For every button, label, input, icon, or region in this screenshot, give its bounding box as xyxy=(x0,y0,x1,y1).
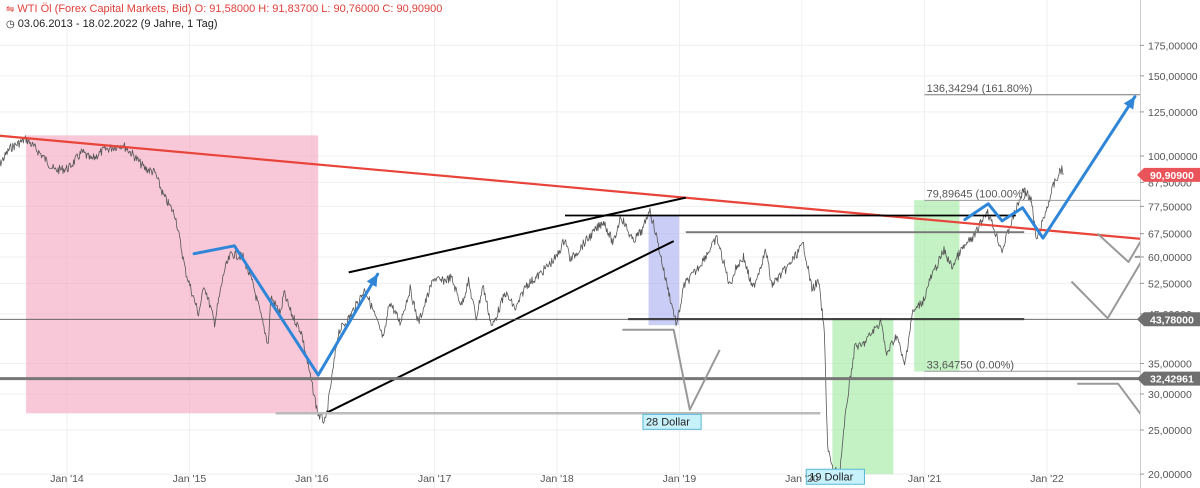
blue-arrow-head[interactable] xyxy=(366,274,378,288)
time-axis[interactable]: Jan '14 Jan '15 Jan '16 Jan '17 Jan '18 Jan '… xyxy=(50,473,1064,485)
highlight-zone xyxy=(914,200,960,372)
arrows-layer[interactable] xyxy=(192,95,1137,377)
price-note-text: 28 Dollar xyxy=(646,416,690,428)
y-tick-label: 150,00000 xyxy=(1148,71,1198,83)
range-header: ◷ 03.06.2013 - 18.02.2022 (9 Jahre, 1 Tag… xyxy=(6,18,218,30)
x-tick-label: Jan '22 xyxy=(1030,473,1064,485)
y-tick-label: 125,00000 xyxy=(1148,107,1198,119)
zones-layer xyxy=(26,135,960,475)
highlight-zone xyxy=(26,135,319,414)
blue-arrow-head[interactable] xyxy=(1123,96,1135,110)
x-tick-label: Jan '17 xyxy=(418,473,452,485)
range-line: 03.06.2013 - 18.02.2022 (9 Jahre, 1 Tag) xyxy=(17,18,218,30)
y-tick-label: 52,50000 xyxy=(1148,278,1192,290)
axis-background xyxy=(1140,0,1200,488)
y-tick-label: 25,00000 xyxy=(1148,425,1192,437)
price-tag-label: 32,42961 xyxy=(1150,374,1194,386)
price-line xyxy=(0,135,1064,476)
price-tag-bg xyxy=(1137,167,1200,182)
blue-arrow-path[interactable] xyxy=(192,244,380,377)
y-tick-label: 20,00000 xyxy=(1148,469,1192,481)
price-tag[interactable]: 43,78000 xyxy=(1137,312,1200,327)
y-tick-label: 35,00000 xyxy=(1148,358,1192,370)
price-tag[interactable]: 32,42961 xyxy=(1137,371,1200,386)
price-tag-bg xyxy=(1137,371,1200,386)
fib-level-label: 33,64750 (0.00%) xyxy=(927,359,1014,371)
price-tag-bg xyxy=(1137,312,1200,327)
price-note: 28 Dollar xyxy=(642,413,702,430)
y-tick-label: 30,00000 xyxy=(1148,389,1192,401)
highlight-zone xyxy=(832,318,894,475)
y-tick-label: 100,00000 xyxy=(1148,151,1198,163)
price-axis[interactable]: 175,00000150,00000125,00000100,0000087,5… xyxy=(1137,0,1200,488)
y-tick-label: 77,50000 xyxy=(1148,201,1192,213)
x-tick-label: Jan '14 xyxy=(50,473,84,485)
y-tick-label: 175,00000 xyxy=(1148,40,1198,52)
x-tick-label: Jan '16 xyxy=(295,473,329,485)
x-tick-label: Jan '18 xyxy=(540,473,574,485)
fib-level-label: 79,89645 (100.00%) xyxy=(927,188,1027,200)
x-tick-label: Jan '21 xyxy=(908,473,942,485)
clock-icon: ◷ xyxy=(6,19,15,30)
y-tick-label: 60,00000 xyxy=(1148,252,1192,264)
price-tag-label: 43,78000 xyxy=(1150,314,1194,326)
x-tick-label: Jan '19 xyxy=(663,473,697,485)
annotations-layer: 136,34294 (161.80%) 79,89645 (100.00%) 33,… xyxy=(642,83,1033,485)
symbol-line: WTI Öl (Forex Capital Markets, Bid) O: 9… xyxy=(17,3,443,15)
trend-line[interactable] xyxy=(325,240,675,415)
price-tag-label: 90,90900 xyxy=(1150,170,1194,182)
price-note-box xyxy=(805,468,865,485)
fib-level-label: 136,34294 (161.80%) xyxy=(927,83,1033,95)
currency-icon: ⇋ xyxy=(6,4,15,15)
trend-line[interactable] xyxy=(622,328,721,411)
price-tag[interactable]: 90,90900 xyxy=(1137,167,1200,182)
blue-arrow-path[interactable] xyxy=(963,95,1137,240)
price-note: 19 Dollar xyxy=(805,468,865,485)
x-tick-label: Jan '15 xyxy=(173,473,207,485)
series-layer xyxy=(0,135,1064,476)
x-tick-label: Jan '20 xyxy=(785,473,819,485)
price-note-box xyxy=(642,413,702,430)
symbol-header: ⇋ WTI Öl (Forex Capital Markets, Bid) O: … xyxy=(6,3,442,15)
y-tick-label: 67,50000 xyxy=(1148,229,1192,241)
price-note-text: 19 Dollar xyxy=(809,471,853,483)
trend-line[interactable] xyxy=(348,196,687,274)
trend-line[interactable] xyxy=(0,134,1166,243)
